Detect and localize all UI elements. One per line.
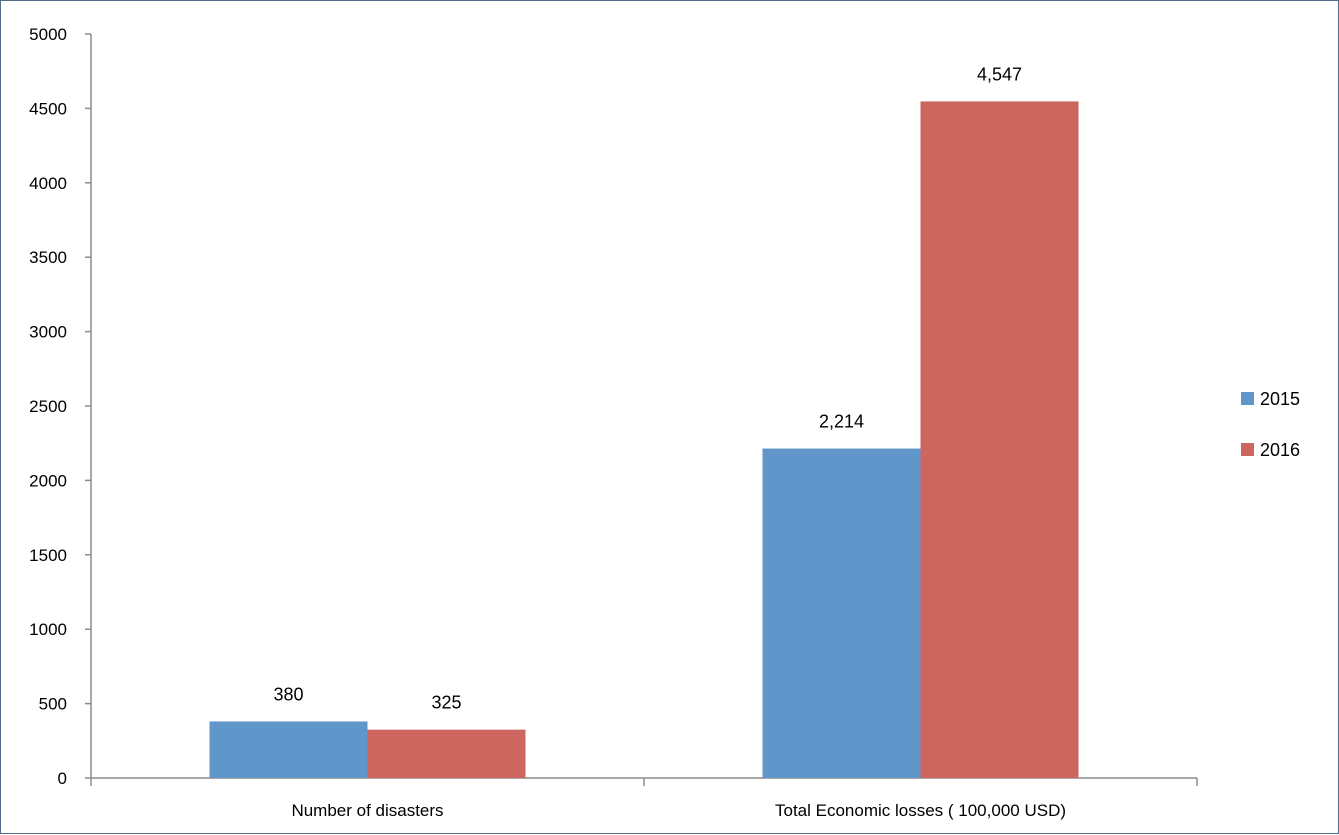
legend-label-2015: 2015 [1260,389,1300,409]
y-tick-label: 4500 [29,99,67,118]
x-category-label: Total Economic losses ( 100,000 USD) [775,801,1066,820]
bar-2016-number-of-disasters [367,729,526,778]
legend: 2015 2016 [1241,389,1300,460]
y-tick-label: 4000 [29,174,67,193]
data-label: 325 [431,693,461,713]
y-axis: 0 500 1000 1500 2000 2500 3000 3500 4000 4500 5000 [29,25,92,788]
y-tick-label: 500 [39,695,67,714]
legend-swatch-2016 [1241,443,1254,456]
y-tick-label: 2000 [29,471,67,490]
data-label: 2,214 [819,412,864,432]
x-category-label: Number of disasters [291,801,443,820]
y-tick-label: 5000 [29,25,67,44]
bars [209,101,1079,779]
bar-2015-number-of-disasters [209,721,368,778]
data-label: 4,547 [977,64,1022,84]
y-tick-label: 2500 [29,397,67,416]
data-label: 380 [273,684,303,704]
bar-2016-total-economic-losses [920,101,1079,779]
y-tick-label: 1500 [29,546,67,565]
legend-swatch-2015 [1241,392,1254,405]
bar-2015-total-economic-losses [762,448,921,778]
x-axis: Number of disasters Total Economic losses… [90,777,1198,820]
y-tick-label: 0 [58,769,67,788]
data-labels: 380 325 2,214 4,547 [273,64,1022,712]
legend-label-2016: 2016 [1260,440,1300,460]
y-tick-label: 3000 [29,323,67,342]
y-tick-label: 3500 [29,248,67,267]
y-tick-label: 1000 [29,620,67,639]
